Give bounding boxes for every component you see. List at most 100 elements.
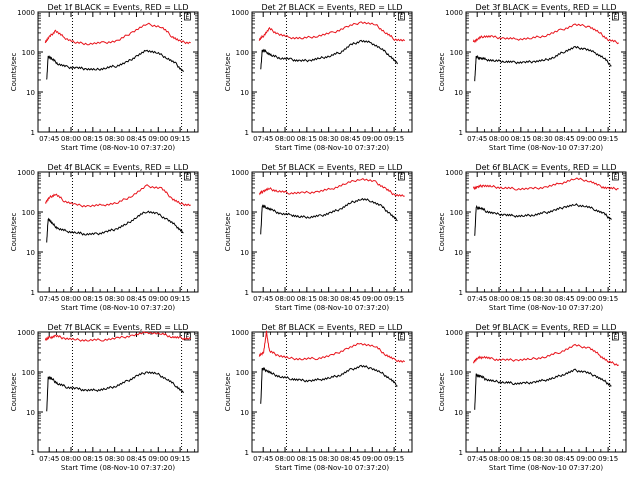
y-tick-label: 1	[245, 449, 249, 457]
y-tick-label: 10	[26, 89, 35, 97]
panel-6: Det 6f BLACK = Events, RED = LLD 1 10 100 10…	[438, 163, 627, 312]
series-line-black	[46, 371, 184, 412]
y-tick-label: 10	[454, 89, 463, 97]
y-tick-label: 1000	[17, 169, 35, 177]
x-tick-label: 09:15	[384, 295, 404, 303]
x-axis-label: Start Time (08-Nov-10 07:37:20)	[489, 464, 603, 472]
x-axis-label: Start Time (08-Nov-10 07:37:20)	[275, 304, 389, 312]
e-marker-label: E	[185, 14, 189, 21]
x-tick-label: 08:15	[511, 135, 531, 143]
y-axis-label: Counts/sec	[438, 213, 446, 252]
x-tick-label: 08:00	[61, 135, 81, 143]
x-tick-label: 07:45	[253, 135, 273, 143]
plot-frame	[251, 171, 413, 293]
y-tick-label: 10	[26, 409, 35, 417]
x-tick-label: 09:15	[384, 135, 404, 143]
plot-frame	[37, 331, 199, 453]
x-tick-label: 09:00	[576, 455, 596, 463]
x-tick-label: 08:15	[83, 295, 103, 303]
x-tick-label: 08:30	[319, 295, 339, 303]
y-tick-label: 10	[26, 249, 35, 257]
panel-3: Det 3f BLACK = Events, RED = LLD 1 10 100 10…	[438, 3, 627, 152]
y-axis-label: Counts/sec	[10, 373, 18, 412]
x-tick-label: 08:00	[489, 135, 509, 143]
x-axis-label: Start Time (08-Nov-10 07:37:20)	[489, 144, 603, 152]
y-tick-label: 100	[450, 369, 463, 377]
e-marker-label: E	[399, 334, 403, 341]
x-tick-label: 08:15	[511, 455, 531, 463]
panel-title: Det 2f BLACK = Events, RED = LLD	[261, 3, 402, 12]
x-tick-label: 08:45	[554, 455, 574, 463]
x-axis-label: Start Time (08-Nov-10 07:37:20)	[275, 144, 389, 152]
panel-2: Det 2f BLACK = Events, RED = LLD 1 10 100 10…	[224, 3, 413, 152]
x-tick-label: 09:00	[362, 295, 382, 303]
panel-title: Det 3f BLACK = Events, RED = LLD	[475, 3, 616, 12]
x-tick-label: 09:15	[598, 295, 618, 303]
panel-title: Det 5f BLACK = Events, RED = LLD	[261, 163, 402, 172]
x-tick-label: 08:30	[533, 295, 553, 303]
y-tick-label: 10	[240, 409, 249, 417]
plot-frame	[465, 11, 627, 133]
y-tick-label: 1	[245, 129, 249, 137]
y-tick-label: 100	[22, 209, 35, 217]
y-tick-label: 1	[459, 449, 463, 457]
e-marker-box	[397, 12, 405, 21]
y-axis-label: Counts/sec	[224, 53, 232, 92]
x-axis-label: Start Time (08-Nov-10 07:37:20)	[61, 144, 175, 152]
series-line-black	[260, 364, 398, 404]
y-tick-label: 100	[236, 209, 249, 217]
series-line-black	[46, 210, 184, 243]
x-tick-label: 09:00	[576, 295, 596, 303]
series-line-red	[258, 330, 406, 363]
y-tick-label: 1000	[445, 9, 463, 17]
series-line-red	[472, 23, 619, 45]
x-tick-label: 07:45	[39, 295, 59, 303]
panel-title: Det 4f BLACK = Events, RED = LLD	[47, 163, 188, 172]
x-tick-label: 09:15	[598, 135, 618, 143]
e-marker-label: E	[185, 174, 189, 181]
y-tick-label: 1000	[17, 329, 35, 337]
series-line-black	[46, 49, 184, 80]
x-tick-label: 07:45	[467, 295, 487, 303]
x-tick-label: 09:00	[362, 455, 382, 463]
panel-7: Det 7f BLACK = Events, RED = LLD 1 10 100 10…	[10, 323, 199, 472]
y-tick-label: 1	[459, 289, 463, 297]
plot-frame	[465, 331, 627, 453]
x-tick-label: 09:15	[170, 295, 190, 303]
e-marker-box	[183, 332, 191, 341]
x-tick-label: 08:30	[105, 295, 125, 303]
x-tick-label: 09:00	[148, 135, 168, 143]
x-tick-label: 08:45	[554, 295, 574, 303]
x-tick-label: 09:15	[170, 455, 190, 463]
e-marker-label: E	[613, 14, 617, 21]
plot-frame	[465, 171, 627, 293]
plot-frame	[251, 11, 413, 133]
x-tick-label: 07:45	[39, 135, 59, 143]
x-tick-label: 08:30	[533, 135, 553, 143]
x-axis-label: Start Time (08-Nov-10 07:37:20)	[489, 304, 603, 312]
y-axis-label: Counts/sec	[438, 373, 446, 412]
x-axis-label: Start Time (08-Nov-10 07:37:20)	[61, 304, 175, 312]
series-line-red	[258, 177, 405, 197]
y-tick-label: 10	[240, 249, 249, 257]
x-tick-label: 09:15	[598, 455, 618, 463]
x-tick-label: 09:00	[576, 135, 596, 143]
panel-title: Det 9f BLACK = Events, RED = LLD	[475, 323, 616, 332]
panel-title: Det 6f BLACK = Events, RED = LLD	[475, 163, 616, 172]
x-tick-label: 07:45	[467, 135, 487, 143]
e-marker-label: E	[399, 174, 403, 181]
panel-title: Det 8f BLACK = Events, RED = LLD	[261, 323, 402, 332]
e-marker-label: E	[399, 14, 403, 21]
x-tick-label: 08:15	[511, 295, 531, 303]
x-tick-label: 08:45	[340, 455, 360, 463]
e-marker-box	[397, 332, 405, 341]
y-tick-label: 100	[450, 209, 463, 217]
y-tick-label: 1000	[231, 329, 249, 337]
series-line-red	[44, 22, 191, 46]
panel-5: Det 5f BLACK = Events, RED = LLD 1 10 100 10…	[224, 163, 413, 312]
x-tick-label: 07:45	[253, 455, 273, 463]
x-tick-label: 08:30	[319, 135, 339, 143]
y-tick-label: 10	[454, 249, 463, 257]
y-tick-label: 1	[459, 129, 463, 137]
